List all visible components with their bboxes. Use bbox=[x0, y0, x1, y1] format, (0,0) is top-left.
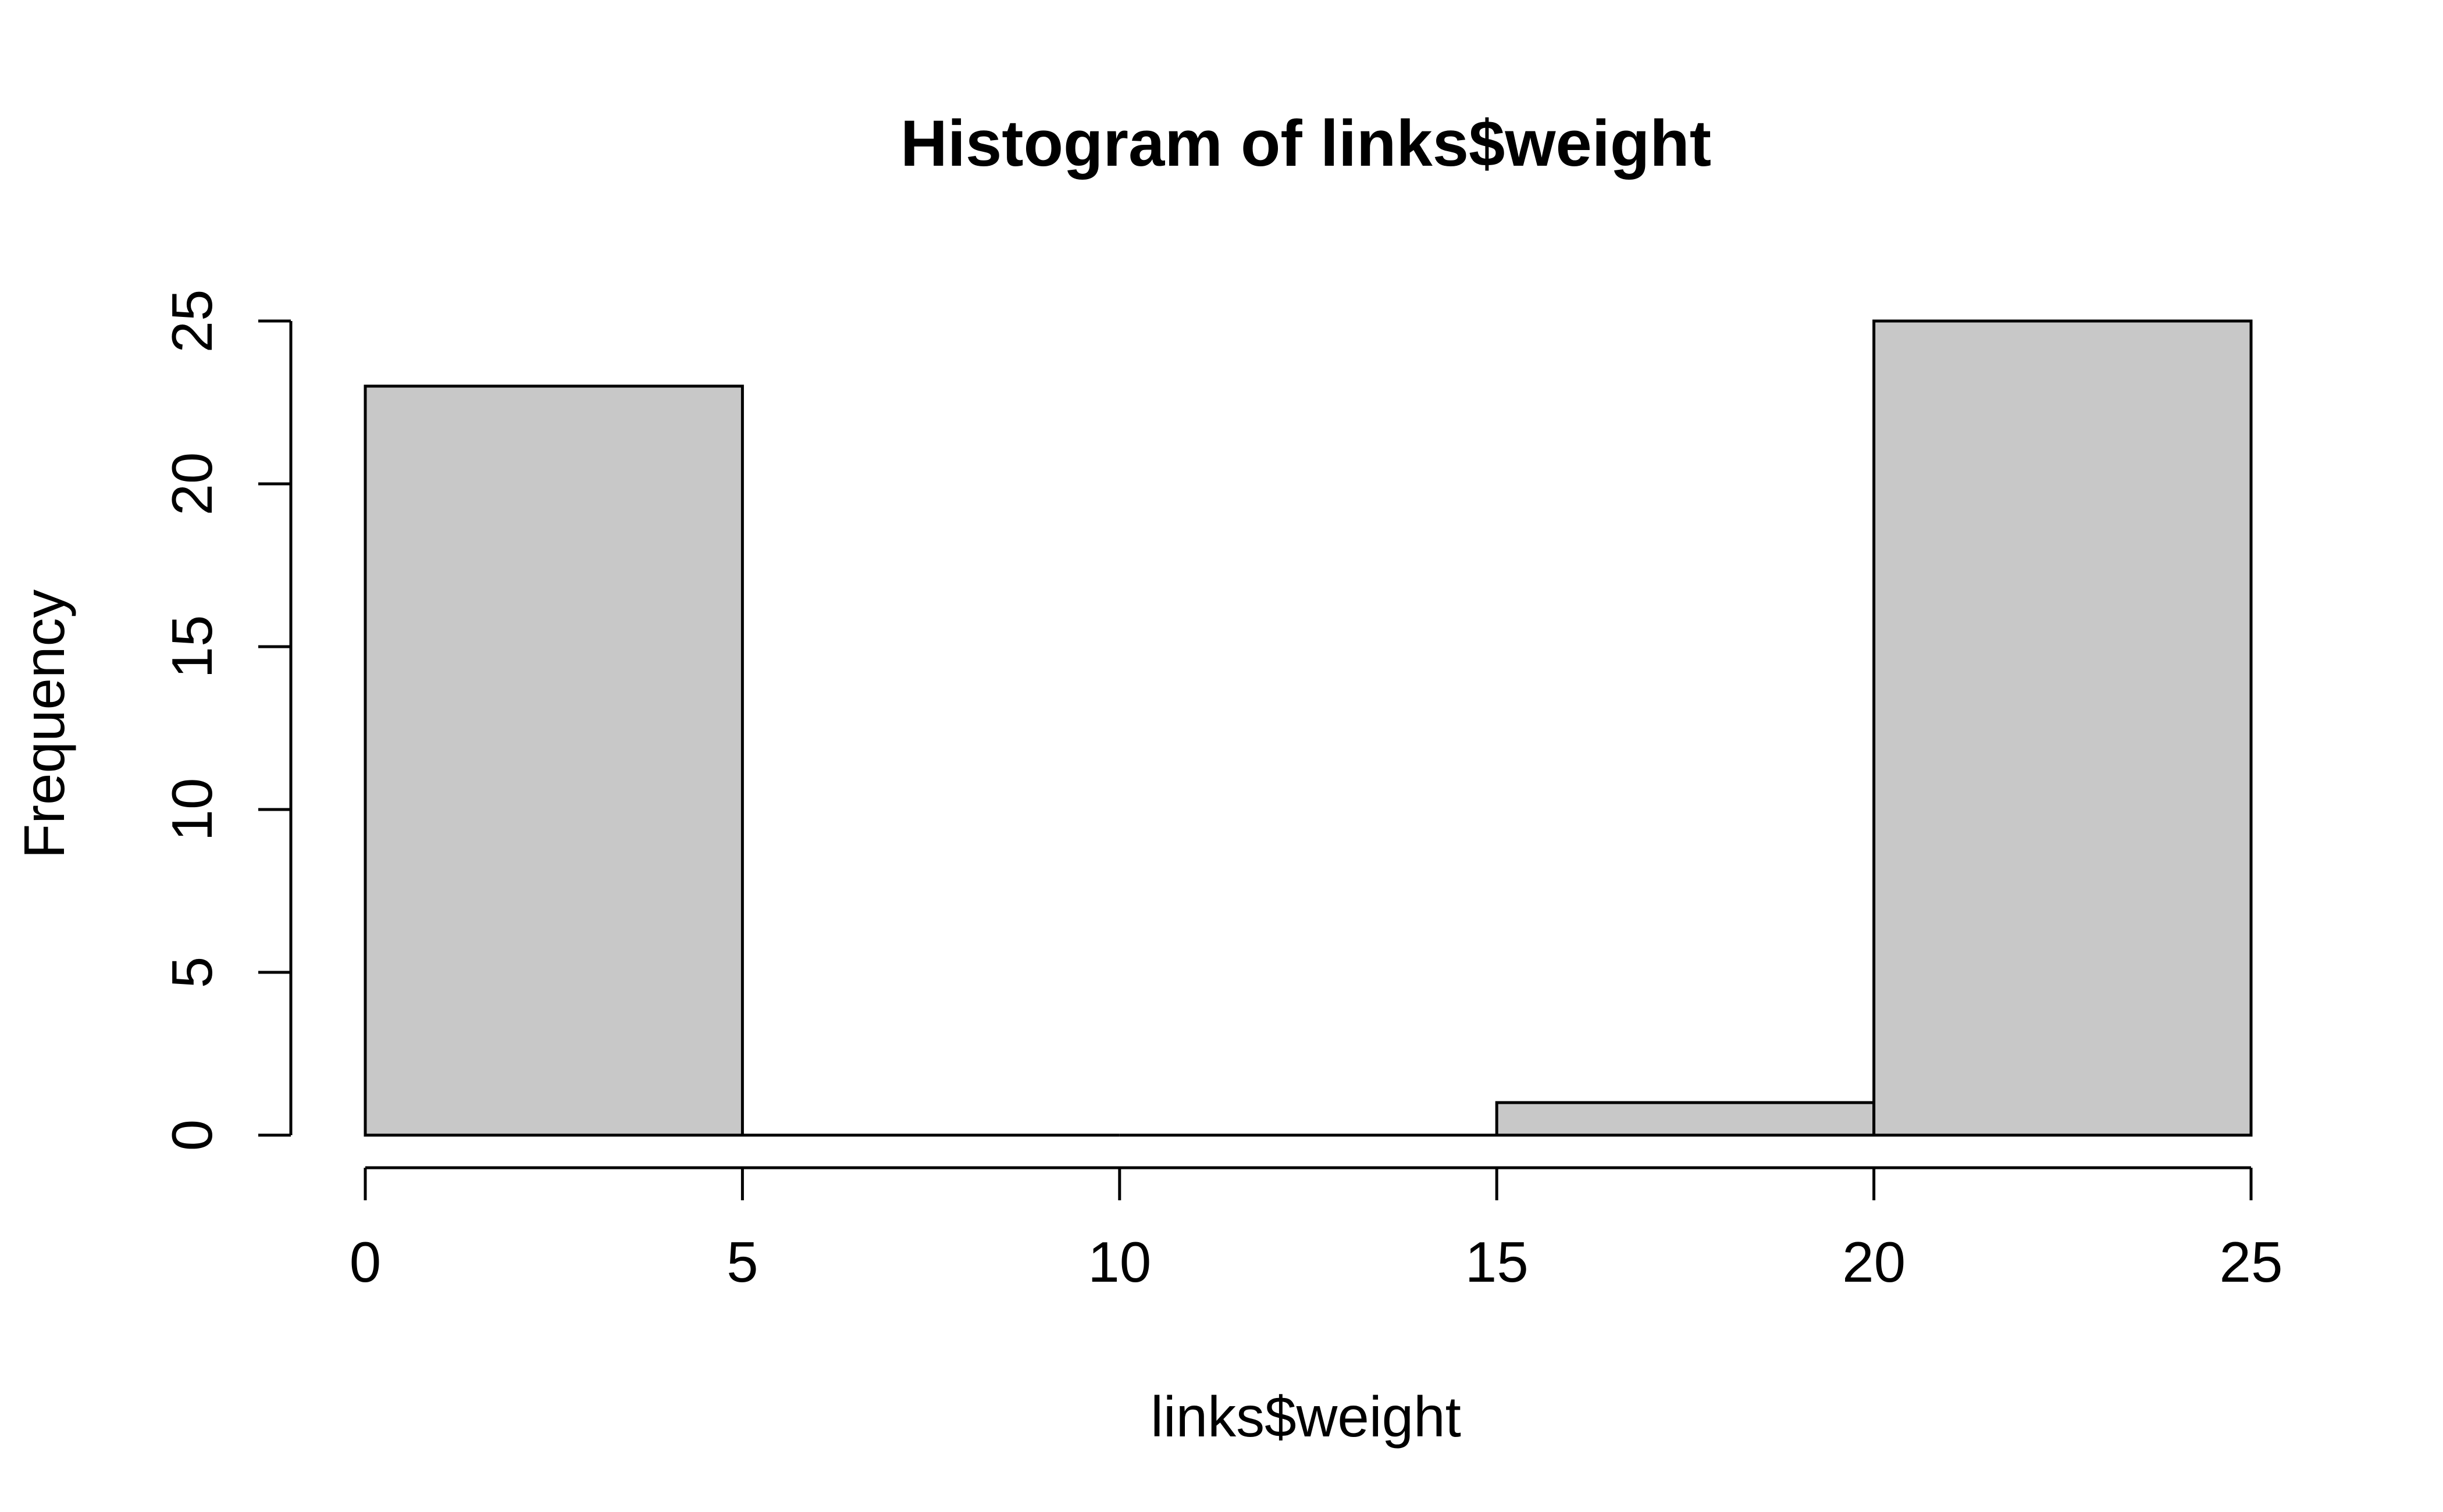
y-axis: 0 5 10 15 20 25 bbox=[160, 289, 293, 1151]
y-axis-label: Frequency bbox=[12, 589, 76, 858]
y-tick-label-20: 20 bbox=[160, 452, 224, 515]
histogram-bar-4 bbox=[1872, 319, 2253, 1137]
histogram-bar-0 bbox=[364, 384, 744, 1137]
x-tick-label-15: 15 bbox=[1465, 1230, 1529, 1294]
y-tick-label-15: 15 bbox=[160, 615, 224, 678]
x-tick-label-20: 20 bbox=[1842, 1230, 1906, 1294]
histogram-bar-3 bbox=[1495, 1101, 1876, 1137]
x-tick-label-25: 25 bbox=[2219, 1230, 2282, 1294]
y-tick-label-25: 25 bbox=[160, 289, 224, 352]
x-tick-label-5: 5 bbox=[727, 1230, 758, 1294]
y-tick-label-5: 5 bbox=[160, 957, 224, 989]
x-tick-label-0: 0 bbox=[350, 1230, 382, 1294]
x-axis-label: links$weight bbox=[1151, 1385, 1461, 1449]
y-tick-label-10: 10 bbox=[160, 778, 224, 841]
bars-layer bbox=[364, 319, 2253, 1137]
x-axis: 0 5 10 15 20 25 bbox=[350, 1166, 2283, 1294]
chart-title: Histogram of links$weight bbox=[900, 107, 1711, 180]
x-tick-label-10: 10 bbox=[1088, 1230, 1151, 1294]
y-tick-label-0: 0 bbox=[160, 1119, 224, 1151]
